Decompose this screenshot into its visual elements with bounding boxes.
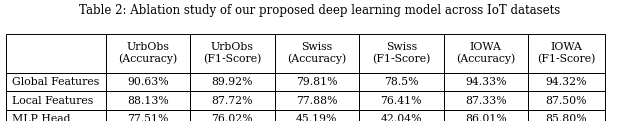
Text: 88.13%: 88.13% bbox=[127, 96, 169, 106]
Bar bbox=[528, 91, 605, 110]
Bar bbox=[190, 34, 275, 73]
Text: Swiss
(Accuracy): Swiss (Accuracy) bbox=[287, 42, 346, 64]
Text: 45.19%: 45.19% bbox=[296, 114, 337, 121]
Bar bbox=[6, 91, 106, 110]
Bar bbox=[6, 110, 106, 121]
Text: Table 2: Ablation study of our proposed deep learning model across IoT datasets: Table 2: Ablation study of our proposed … bbox=[79, 4, 561, 17]
Bar bbox=[275, 91, 359, 110]
Text: 77.88%: 77.88% bbox=[296, 96, 337, 106]
Bar bbox=[190, 73, 275, 91]
Bar bbox=[275, 34, 359, 73]
Bar bbox=[359, 34, 444, 73]
Text: MLP Head: MLP Head bbox=[12, 114, 70, 121]
Text: 76.02%: 76.02% bbox=[211, 114, 253, 121]
Bar bbox=[106, 34, 190, 73]
Text: Local Features: Local Features bbox=[12, 96, 93, 106]
Bar bbox=[275, 110, 359, 121]
Bar bbox=[359, 73, 444, 91]
Bar bbox=[444, 110, 528, 121]
Text: 87.72%: 87.72% bbox=[212, 96, 253, 106]
Text: IOWA
(F1-Score): IOWA (F1-Score) bbox=[537, 42, 596, 64]
Bar bbox=[106, 73, 190, 91]
Text: 78.5%: 78.5% bbox=[384, 77, 419, 87]
Bar bbox=[359, 110, 444, 121]
Bar bbox=[275, 73, 359, 91]
Text: 85.80%: 85.80% bbox=[545, 114, 588, 121]
Text: UrbObs
(Accuracy): UrbObs (Accuracy) bbox=[118, 42, 177, 64]
Bar bbox=[6, 73, 106, 91]
Text: 90.63%: 90.63% bbox=[127, 77, 169, 87]
Bar bbox=[190, 91, 275, 110]
Text: 42.04%: 42.04% bbox=[381, 114, 422, 121]
Bar bbox=[106, 91, 190, 110]
Bar bbox=[444, 73, 528, 91]
Bar bbox=[106, 110, 190, 121]
Text: 79.81%: 79.81% bbox=[296, 77, 337, 87]
Text: IOWA
(Accuracy): IOWA (Accuracy) bbox=[456, 42, 515, 64]
Bar bbox=[444, 34, 528, 73]
Text: Swiss
(F1-Score): Swiss (F1-Score) bbox=[372, 42, 431, 64]
Bar bbox=[528, 73, 605, 91]
Text: 89.92%: 89.92% bbox=[212, 77, 253, 87]
Bar bbox=[359, 91, 444, 110]
Text: 76.41%: 76.41% bbox=[381, 96, 422, 106]
Text: 94.32%: 94.32% bbox=[546, 77, 587, 87]
Bar bbox=[528, 110, 605, 121]
Bar bbox=[528, 34, 605, 73]
Text: 87.50%: 87.50% bbox=[546, 96, 587, 106]
Text: 86.01%: 86.01% bbox=[465, 114, 507, 121]
Bar bbox=[6, 34, 106, 73]
Text: 77.51%: 77.51% bbox=[127, 114, 168, 121]
Text: UrbObs
(F1-Score): UrbObs (F1-Score) bbox=[203, 42, 262, 64]
Bar bbox=[444, 91, 528, 110]
Text: Global Features: Global Features bbox=[12, 77, 99, 87]
Text: 87.33%: 87.33% bbox=[465, 96, 507, 106]
Text: 94.33%: 94.33% bbox=[465, 77, 506, 87]
Bar bbox=[190, 110, 275, 121]
